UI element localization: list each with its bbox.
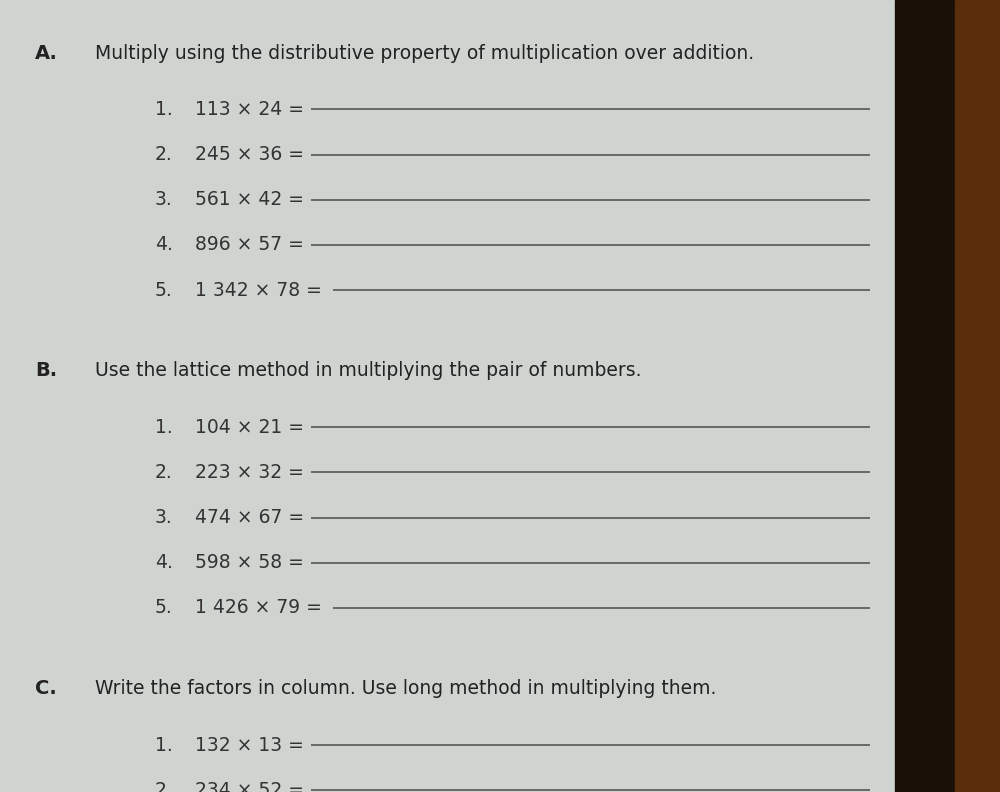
Text: 598 × 58 =: 598 × 58 = [195,554,304,572]
Text: 1.: 1. [155,418,173,436]
Text: 1 342 × 78 =: 1 342 × 78 = [195,280,322,299]
Text: 234 × 52 =: 234 × 52 = [195,781,304,792]
Text: 1 426 × 79 =: 1 426 × 79 = [195,599,322,617]
Text: 245 × 36 =: 245 × 36 = [195,145,304,164]
Text: C.: C. [35,680,57,698]
Text: 2.: 2. [155,145,173,164]
Text: A.: A. [35,44,58,63]
Text: 5.: 5. [155,599,173,617]
Text: 3.: 3. [155,190,173,209]
Bar [895,0,955,792]
Text: Use the lattice method in multiplying the pair of numbers.: Use the lattice method in multiplying th… [95,361,642,380]
Text: Multiply using the distributive property of multiplication over addition.: Multiply using the distributive property… [95,44,754,63]
Text: 896 × 57 =: 896 × 57 = [195,235,304,254]
Text: 5.: 5. [155,280,173,299]
Text: 1.: 1. [155,736,173,755]
Text: 113 × 24 =: 113 × 24 = [195,100,304,119]
Text: 4.: 4. [155,235,173,254]
Text: 104 × 21 =: 104 × 21 = [195,418,304,436]
Text: 2.: 2. [155,781,173,792]
Text: 3.: 3. [155,508,173,527]
Text: 1.: 1. [155,100,173,119]
Text: 474 × 67 =: 474 × 67 = [195,508,304,527]
Bar [955,0,1000,792]
Text: 223 × 32 =: 223 × 32 = [195,463,304,482]
Text: B.: B. [35,361,57,380]
Text: 2.: 2. [155,463,173,482]
Text: 4.: 4. [155,554,173,572]
Text: Write the factors in column. Use long method in multiplying them.: Write the factors in column. Use long me… [95,680,716,698]
Text: 561 × 42 =: 561 × 42 = [195,190,304,209]
Text: 132 × 13 =: 132 × 13 = [195,736,304,755]
